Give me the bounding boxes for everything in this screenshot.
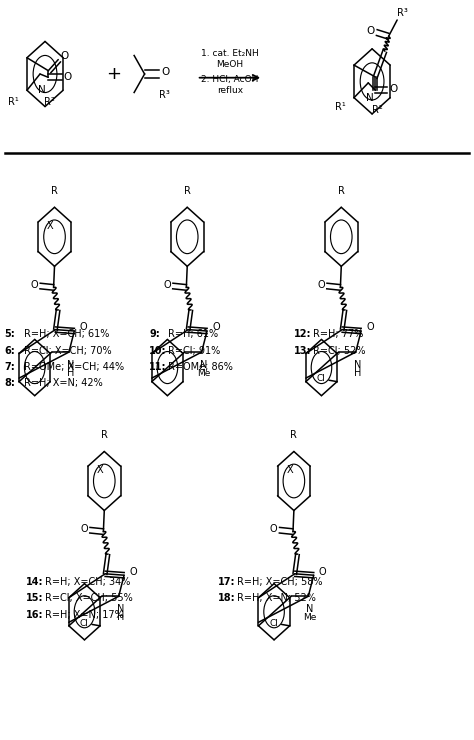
Text: 16:: 16: — [26, 610, 44, 620]
Text: 7:: 7: — [5, 362, 16, 372]
Text: O: O — [80, 323, 87, 332]
Text: N: N — [67, 360, 74, 370]
Text: O: O — [61, 51, 69, 61]
Text: +: + — [106, 65, 121, 83]
Text: Me: Me — [197, 369, 210, 377]
Text: N: N — [354, 360, 361, 370]
Text: R: R — [338, 186, 345, 196]
Text: R=H; X=N; 42%: R=H; X=N; 42% — [24, 378, 102, 388]
Text: R=H; 61%: R=H; 61% — [168, 329, 219, 340]
Text: O: O — [366, 26, 375, 36]
Text: R: R — [101, 430, 108, 440]
Text: R=Cl; X=CH; 55%: R=Cl; X=CH; 55% — [45, 593, 133, 604]
Text: H: H — [67, 369, 74, 378]
Text: N: N — [366, 92, 374, 103]
Text: 13:: 13: — [294, 346, 311, 356]
Text: O: O — [389, 84, 398, 94]
Text: N: N — [37, 85, 46, 95]
Text: X: X — [286, 465, 293, 475]
Text: O: O — [366, 323, 374, 332]
Text: 10:: 10: — [149, 346, 167, 356]
Text: 12:: 12: — [294, 329, 311, 340]
Text: 11:: 11: — [149, 362, 167, 372]
Text: 9:: 9: — [149, 329, 160, 340]
Text: N: N — [200, 360, 207, 370]
Text: R³: R³ — [397, 7, 408, 18]
Text: X: X — [97, 465, 103, 475]
Text: R=H; X=CH; 61%: R=H; X=CH; 61% — [24, 329, 109, 340]
Text: O: O — [212, 323, 220, 332]
Text: Cl: Cl — [269, 619, 278, 628]
Text: N: N — [117, 604, 124, 614]
Text: R: R — [51, 186, 58, 196]
Text: 2. HCl, AcOH: 2. HCl, AcOH — [201, 75, 259, 84]
Text: R=Cl; X=CH; 70%: R=Cl; X=CH; 70% — [24, 346, 111, 356]
Text: R¹: R¹ — [9, 97, 19, 107]
Text: R=Cl; 91%: R=Cl; 91% — [168, 346, 220, 356]
Text: 5:: 5: — [5, 329, 16, 340]
Text: R=H; X=CH; 34%: R=H; X=CH; 34% — [45, 577, 130, 588]
Text: R³: R³ — [159, 90, 170, 100]
Text: O: O — [319, 567, 327, 576]
Text: O: O — [270, 524, 277, 534]
Text: 14:: 14: — [26, 577, 44, 588]
Text: 1. cat. Et₂NH: 1. cat. Et₂NH — [201, 49, 259, 58]
Text: 17:: 17: — [218, 577, 236, 588]
Text: O: O — [80, 524, 88, 534]
Text: Cl: Cl — [317, 374, 325, 383]
Text: R=H; X=CH; 58%: R=H; X=CH; 58% — [237, 577, 322, 588]
Text: R: R — [184, 186, 191, 196]
Text: H: H — [117, 613, 124, 622]
Text: R²: R² — [44, 97, 55, 107]
Text: O: O — [129, 567, 137, 576]
Text: N: N — [306, 604, 314, 614]
Text: Me: Me — [303, 613, 317, 622]
Text: R=Cl; 52%: R=Cl; 52% — [313, 346, 365, 356]
Text: O: O — [161, 67, 170, 77]
Text: 6:: 6: — [5, 346, 16, 356]
Text: O: O — [64, 73, 72, 82]
Text: O: O — [30, 280, 38, 289]
Text: H: H — [354, 369, 361, 378]
Text: Cl: Cl — [80, 619, 88, 628]
Text: 15:: 15: — [26, 593, 44, 604]
Text: R=OMe; 86%: R=OMe; 86% — [168, 362, 233, 372]
Text: R¹: R¹ — [336, 102, 346, 112]
Text: R: R — [291, 430, 297, 440]
Text: R=OMe; X=CH; 44%: R=OMe; X=CH; 44% — [24, 362, 124, 372]
Text: R²: R² — [373, 104, 383, 115]
Text: 8:: 8: — [5, 378, 16, 388]
Text: R=H; 77%: R=H; 77% — [313, 329, 363, 340]
Text: R=H; X=N; 17%: R=H; X=N; 17% — [45, 610, 124, 620]
Text: X: X — [47, 221, 54, 231]
Text: 18:: 18: — [218, 593, 236, 604]
Text: MeOH: MeOH — [216, 60, 244, 69]
Text: R=H; X=N; 52%: R=H; X=N; 52% — [237, 593, 316, 604]
Text: reflux: reflux — [217, 86, 243, 95]
Text: O: O — [317, 280, 325, 289]
Text: O: O — [163, 280, 171, 289]
